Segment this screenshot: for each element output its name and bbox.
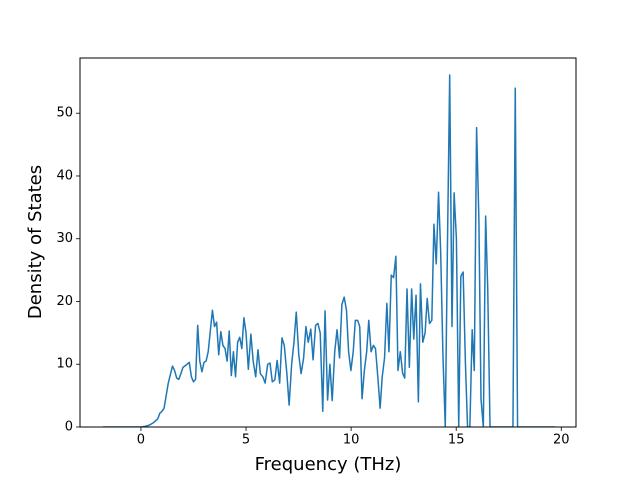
line-series [103,74,555,427]
y-tick-label: 10 [56,357,73,372]
y-axis-label: Density of States [25,165,46,319]
y-tick-label: 50 [56,106,73,121]
x-tick-label: 20 [553,433,570,448]
x-axis-label: Frequency (THz) [255,454,402,475]
y-tick-label: 20 [56,294,73,309]
x-tick-label: 5 [242,433,250,448]
x-tick-label: 0 [137,433,145,448]
x-tick-label: 10 [343,433,360,448]
y-tick-label: 0 [65,420,73,435]
y-tick-label: 40 [56,168,73,183]
plot-area [103,74,555,427]
x-tick-label: 15 [448,433,465,448]
axes-frame [79,57,577,428]
y-tick-label: 30 [56,231,73,246]
